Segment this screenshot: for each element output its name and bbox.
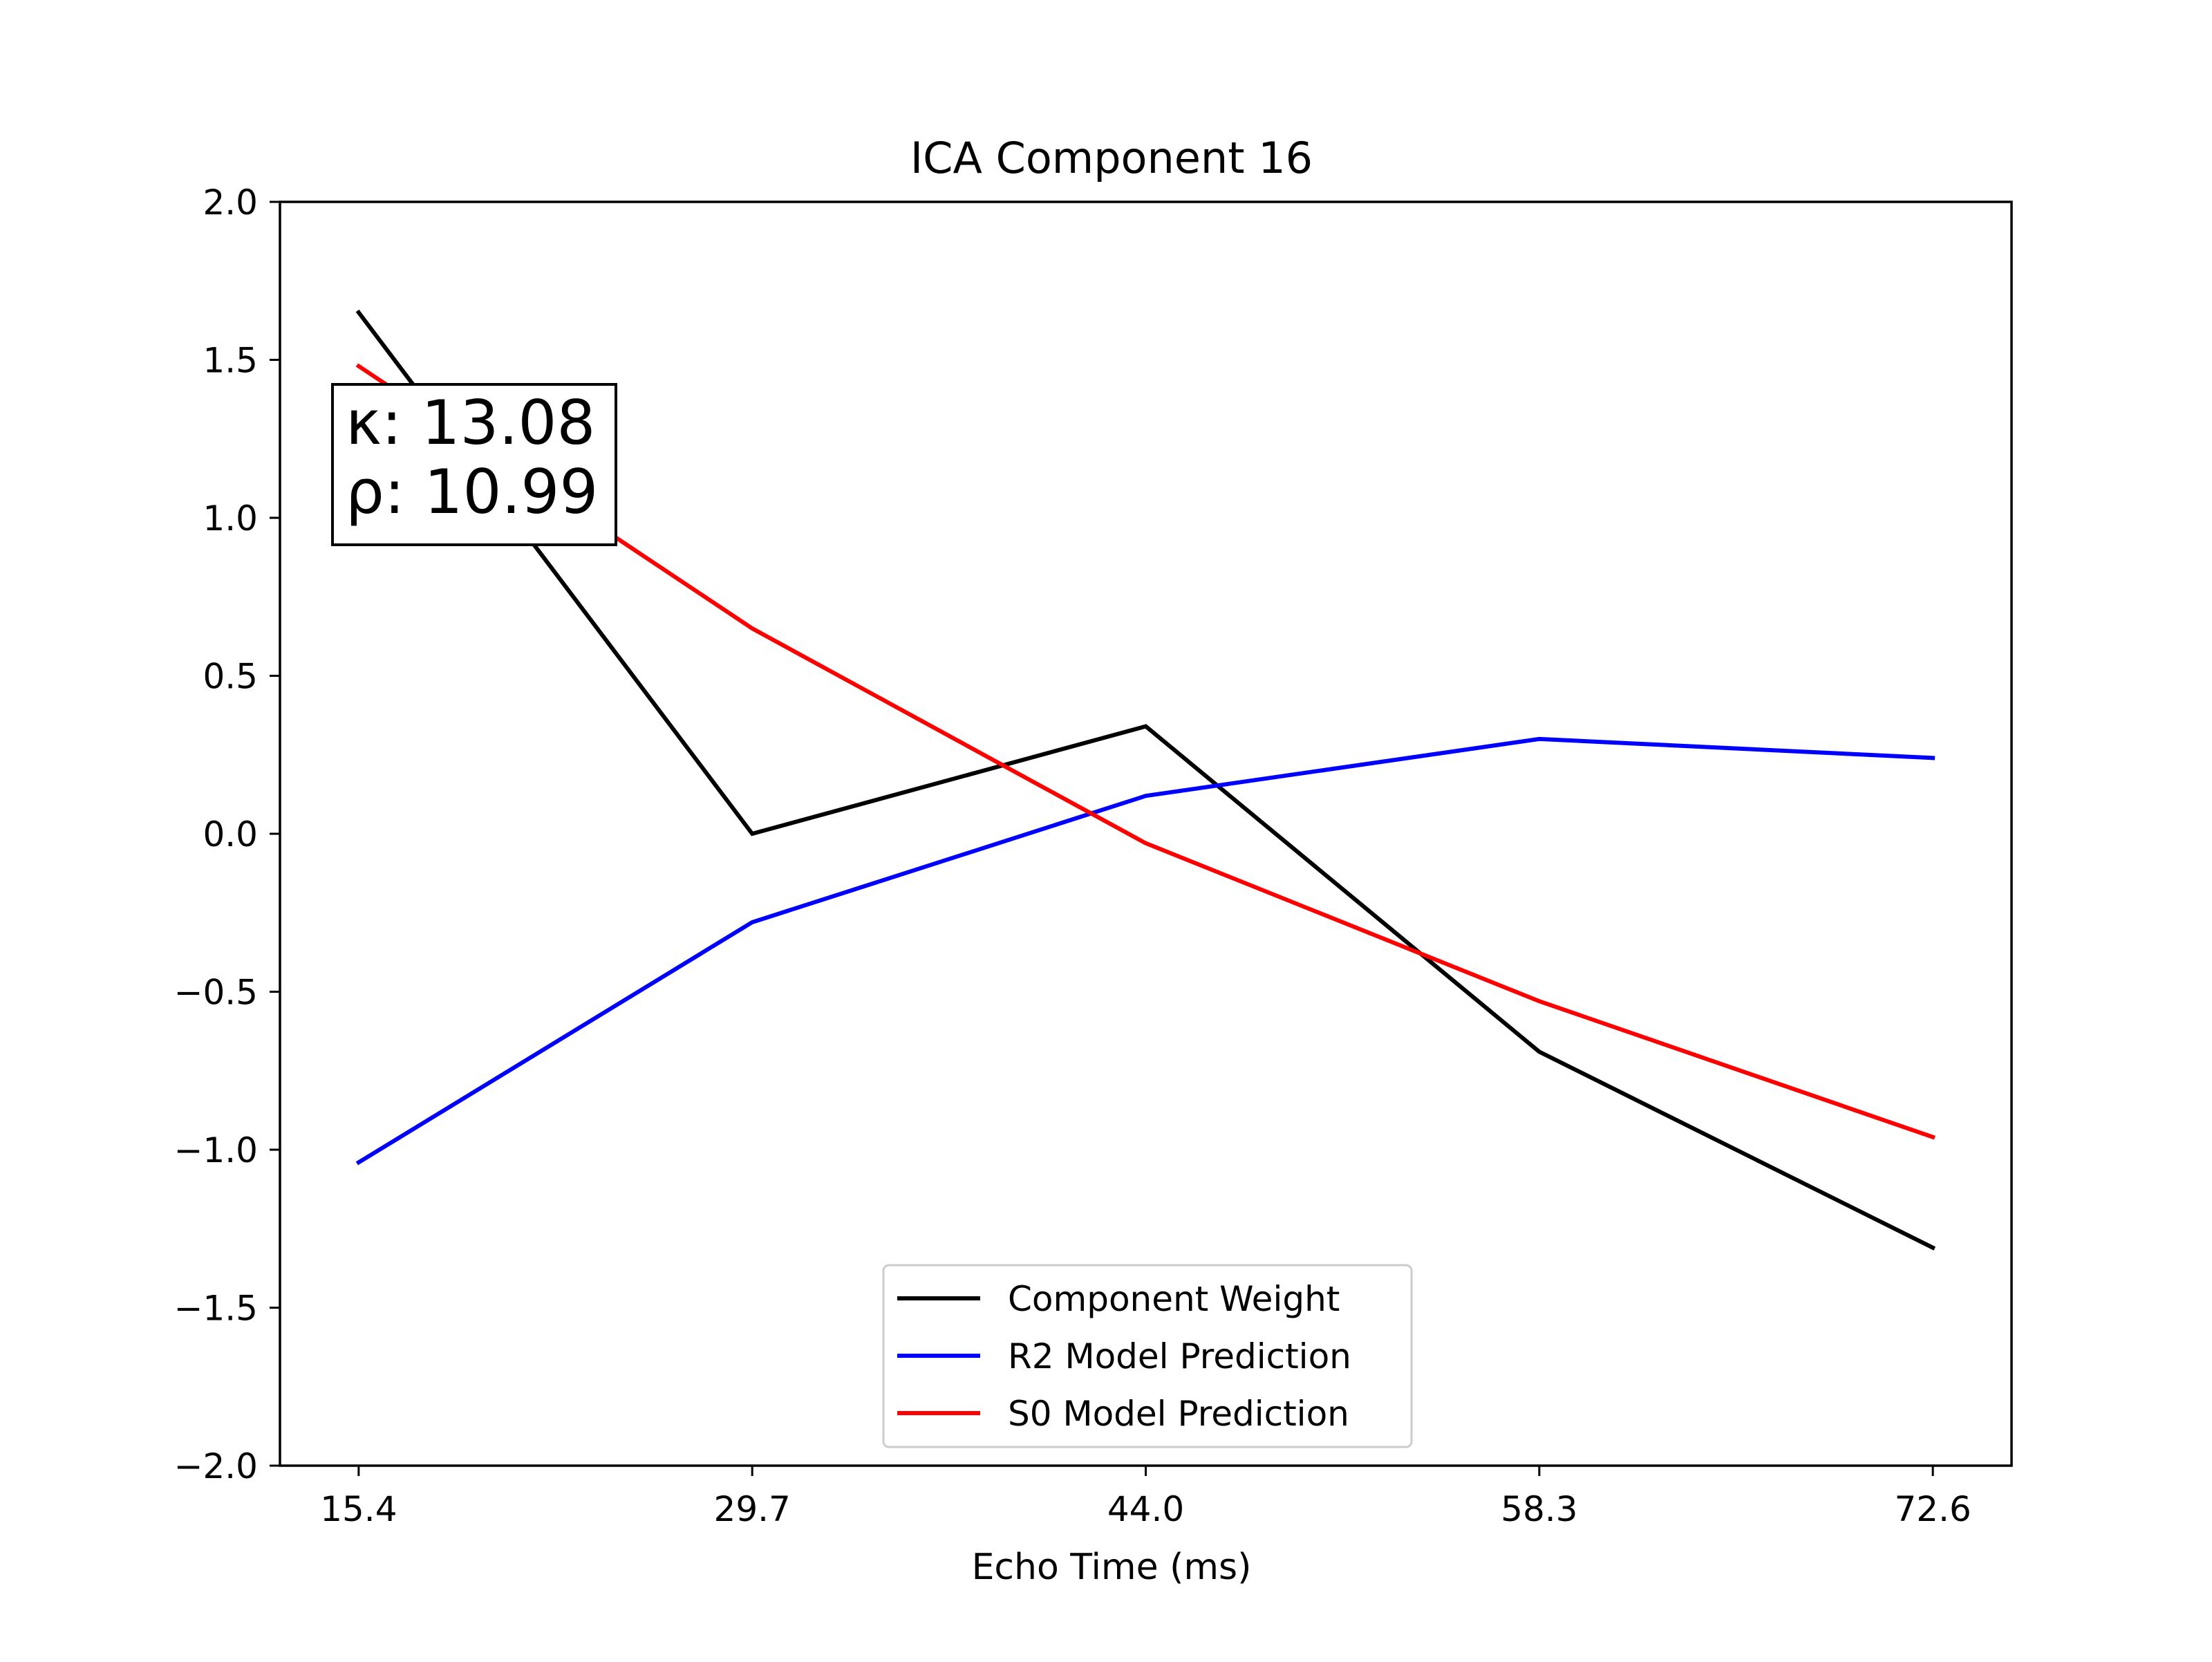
y-tick-label: −0.5 xyxy=(174,973,258,1013)
chart-title: ICA Component 16 xyxy=(910,133,1313,183)
legend: Component Weight R2 Model Prediction S0 Mo… xyxy=(882,1264,1413,1448)
series-line-2 xyxy=(355,363,1936,1140)
y-tick-label: −1.0 xyxy=(174,1130,258,1170)
y-tick-label: −2.0 xyxy=(174,1446,258,1486)
kappa-rho-annotation: κ: 13.08 ρ: 10.99 xyxy=(331,383,617,546)
legend-label-1: R2 Model Prediction xyxy=(1008,1336,1351,1376)
x-tick-label: 72.6 xyxy=(1894,1489,1971,1529)
y-tick-label: 1.0 xyxy=(203,498,258,539)
plot-area: 15.4 29.7 44.0 58.3 72.6 −2.0 −1.5 −1.0 −0.5 0.0 0… xyxy=(174,183,2013,1529)
legend-frame xyxy=(882,1264,1413,1448)
annotation-frame xyxy=(331,383,617,546)
series-line-0 xyxy=(355,309,1936,1251)
y-tick-label: −1.5 xyxy=(174,1289,258,1329)
y-tick-label: 2.0 xyxy=(203,183,258,223)
x-tick-label: 15.4 xyxy=(320,1489,397,1529)
y-tick-label: 1.5 xyxy=(203,341,258,381)
legend-label-0: Component Weight xyxy=(1008,1279,1340,1319)
y-tick-label: 0.5 xyxy=(203,657,258,697)
rho-value: ρ: 10.99 xyxy=(346,456,598,527)
y-tick-label: 0.0 xyxy=(203,814,258,855)
x-tick-label: 58.3 xyxy=(1501,1489,1577,1529)
kappa-value: κ: 13.08 xyxy=(346,387,595,458)
x-tick-label: 29.7 xyxy=(714,1489,791,1529)
x-axis-label: Echo Time (ms) xyxy=(972,1547,1252,1588)
legend-label-2: S0 Model Prediction xyxy=(1008,1394,1349,1434)
x-tick-label: 44.0 xyxy=(1107,1489,1184,1529)
series-line-1 xyxy=(355,736,1936,1166)
